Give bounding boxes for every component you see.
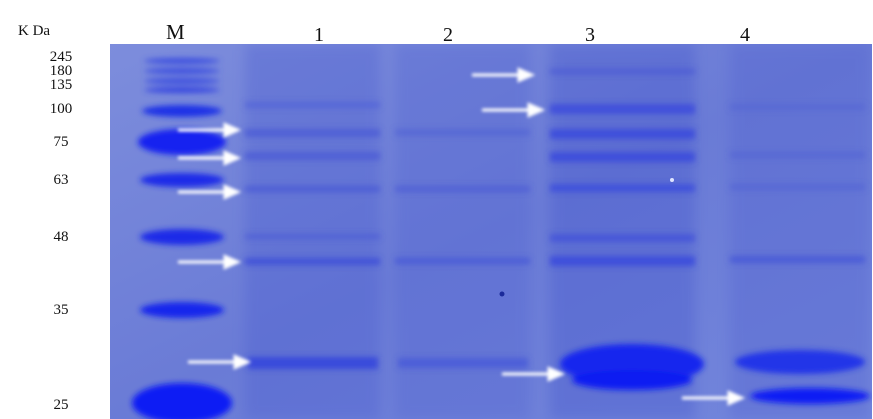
lane-label-1: 1 — [314, 24, 324, 46]
marker-size-63: 63 — [53, 172, 69, 188]
unit-label: K Da — [18, 23, 51, 39]
arrow-icon — [482, 102, 546, 118]
arrow-icon — [682, 390, 746, 406]
gel-speck — [499, 291, 505, 297]
lane-label-3: 3 — [585, 24, 595, 46]
marker-size-75: 75 — [53, 134, 69, 150]
lane-label-4: 4 — [740, 24, 750, 46]
arrow-icon — [502, 366, 566, 382]
marker-size-245: 245 — [49, 49, 73, 65]
marker-size-35: 35 — [53, 302, 69, 318]
arrow-icon — [178, 254, 242, 270]
lane-label-2: 2 — [443, 24, 453, 46]
arrow-icon — [178, 150, 242, 166]
marker-size-48: 48 — [53, 229, 69, 245]
arrow-icon — [178, 184, 242, 200]
marker-lane-bands — [132, 58, 232, 419]
arrow-icon — [188, 354, 252, 370]
marker-size-100: 100 — [49, 101, 73, 117]
arrow-icon — [178, 122, 242, 138]
arrow-annotations — [178, 67, 746, 406]
marker-lane-label: M — [166, 20, 185, 44]
gel-speck — [670, 178, 674, 182]
marker-size-135: 135 — [49, 77, 73, 93]
arrow-icon — [472, 67, 536, 83]
marker-size-180: 180 — [49, 63, 73, 79]
gel-drawing — [110, 44, 872, 419]
marker-size-25: 25 — [53, 397, 69, 413]
sds-page-gel-image — [110, 44, 872, 419]
sample-lane-bands — [245, 69, 870, 404]
